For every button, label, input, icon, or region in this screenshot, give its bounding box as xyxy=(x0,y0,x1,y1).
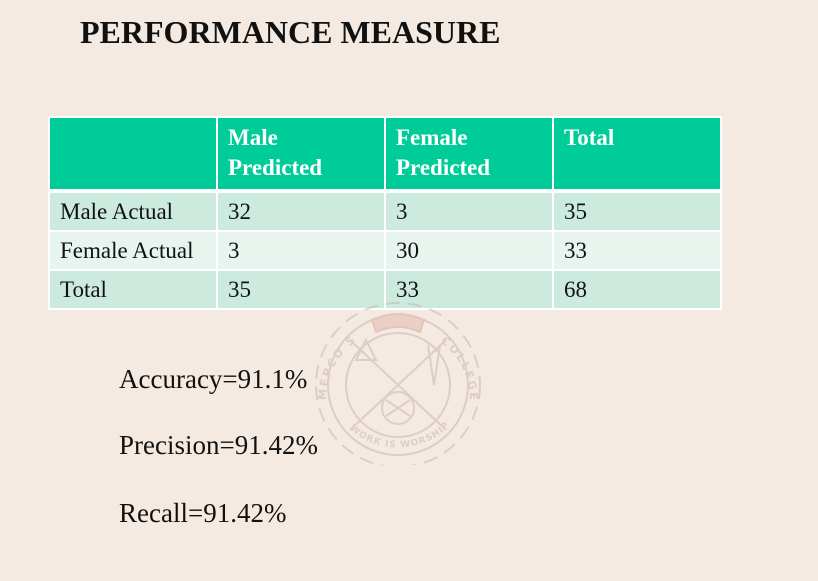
row-label: Total xyxy=(48,269,218,310)
header-cell-female-predicted: Female Predicted xyxy=(384,116,554,193)
table-cell: 35 xyxy=(552,190,722,232)
table-cell: 3 xyxy=(216,230,386,271)
table-cell: 35 xyxy=(216,269,386,310)
table-cell: 33 xyxy=(384,269,554,310)
table-row: Female Actual 3 30 33 xyxy=(48,230,722,271)
watermark-text-right: COLLEGE xyxy=(438,334,478,402)
table-row: Total 35 33 68 xyxy=(48,269,722,310)
table-cell: 33 xyxy=(552,230,722,271)
row-label: Female Actual xyxy=(48,230,218,271)
table-cell: 32 xyxy=(216,190,386,232)
college-emblem-icon: MEPCO S COLLEGE WORK IS WORSHIP xyxy=(315,302,481,465)
accuracy-text: Accuracy=91.1% xyxy=(119,364,308,394)
table-cell: 3 xyxy=(384,190,554,232)
watermark-text-left: MEPCO S xyxy=(316,333,357,401)
header-cell-male-predicted: Male Predicted xyxy=(216,116,386,193)
confusion-matrix-table: Male Predicted Female Predicted Total Ma… xyxy=(48,116,722,310)
slide-title: PERFORMANCE MEASURE xyxy=(80,14,501,50)
header-cell-total: Total xyxy=(552,116,722,193)
header-cell-blank xyxy=(48,116,218,193)
precision-text: Precision=91.42% xyxy=(119,430,318,460)
table-header-row: Male Predicted Female Predicted Total xyxy=(48,116,722,193)
table-cell: 30 xyxy=(384,230,554,271)
table-cell: 68 xyxy=(552,269,722,310)
row-label: Male Actual xyxy=(48,190,218,232)
recall-text: Recall=91.42% xyxy=(119,498,287,528)
svg-text:COLLEGE: COLLEGE xyxy=(438,334,480,402)
table-row: Male Actual 32 3 35 xyxy=(48,190,722,232)
svg-text:MEPCO S: MEPCO S xyxy=(316,333,359,401)
